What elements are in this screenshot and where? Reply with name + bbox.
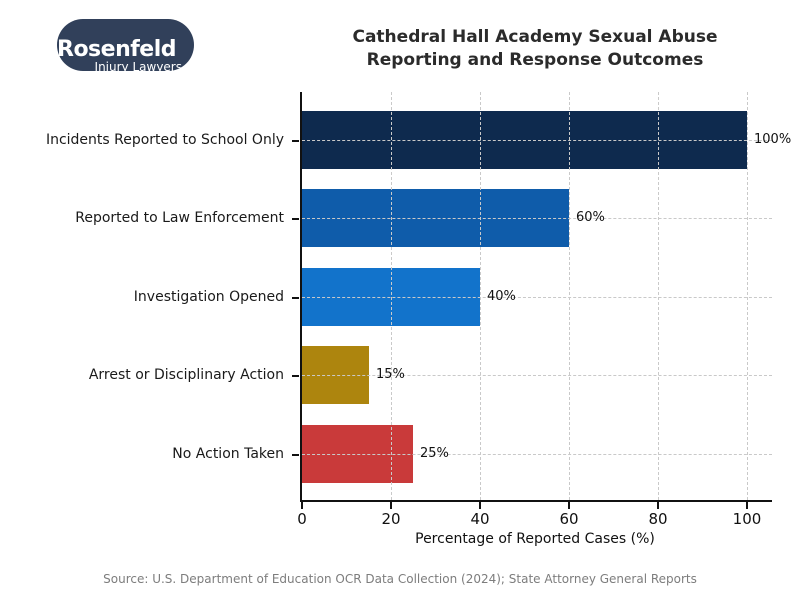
category-label: Incidents Reported to School Only (45, 131, 284, 148)
chart-title-line2: Reporting and Response Outcomes (366, 50, 704, 70)
x-tick-mark (657, 502, 659, 509)
x-tick-label: 100 (732, 510, 762, 528)
y-tick-mark (292, 453, 299, 456)
x-tick-label: 60 (559, 510, 579, 528)
category-label: Reported to Law Enforcement (75, 210, 284, 226)
h-gridline (302, 139, 772, 141)
x-tick-mark (301, 502, 303, 509)
logo-arrow-icon (57, 17, 65, 26)
x-axis-label: Percentage of Reported Cases (%) (415, 531, 655, 547)
y-tick-mark (292, 218, 299, 220)
source-note: Source: U.S. Department of Education OCR… (103, 572, 697, 586)
x-tick-label: 20 (381, 510, 401, 528)
y-axis-labels: Incidents Reported to School Only Reporte… (0, 92, 292, 500)
v-gridline (480, 92, 481, 500)
category-label: No Action Taken (172, 445, 284, 462)
h-gridline (302, 218, 772, 219)
h-gridline (302, 375, 772, 376)
bar-value-label: 100% (754, 131, 792, 147)
chart-title: Cathedral Hall Academy Sexual Abuse Repo… (300, 26, 770, 72)
bar-value-label: 15% (376, 367, 405, 382)
y-tick-mark (292, 139, 299, 142)
bar-value-label: 40% (487, 288, 516, 304)
x-tick-label: 0 (297, 510, 307, 528)
h-gridline (302, 296, 772, 298)
y-tick-mark (292, 296, 299, 299)
logo-name-text: Rosenfeld (57, 36, 177, 62)
logo-name: Rosenfeld (57, 17, 182, 61)
logo: Rosenfeld Injury Lawyers (57, 17, 194, 74)
x-tick-mark (746, 502, 748, 509)
bar-value-label: 60% (576, 210, 605, 225)
v-gridline (391, 92, 392, 500)
category-label: Investigation Opened (133, 288, 284, 305)
x-tick-mark (390, 502, 392, 509)
x-tick-mark (568, 502, 570, 509)
bar-value-label: 25% (420, 445, 449, 461)
h-gridline (302, 453, 772, 455)
v-gridline (747, 92, 748, 500)
category-label: Arrest or Disciplinary Action (88, 367, 284, 383)
x-tick-mark (479, 502, 481, 509)
v-gridline (569, 92, 570, 500)
chart-title-line1: Cathedral Hall Academy Sexual Abuse (352, 27, 718, 47)
x-tick-label: 40 (470, 510, 490, 528)
x-tick-label: 80 (648, 510, 668, 528)
logo-tagline: Injury Lawyers (94, 59, 182, 74)
plot-area: 100% 60% 40% 15% 25% (300, 92, 791, 502)
y-tick-mark (292, 375, 299, 377)
v-gridline (658, 92, 659, 500)
